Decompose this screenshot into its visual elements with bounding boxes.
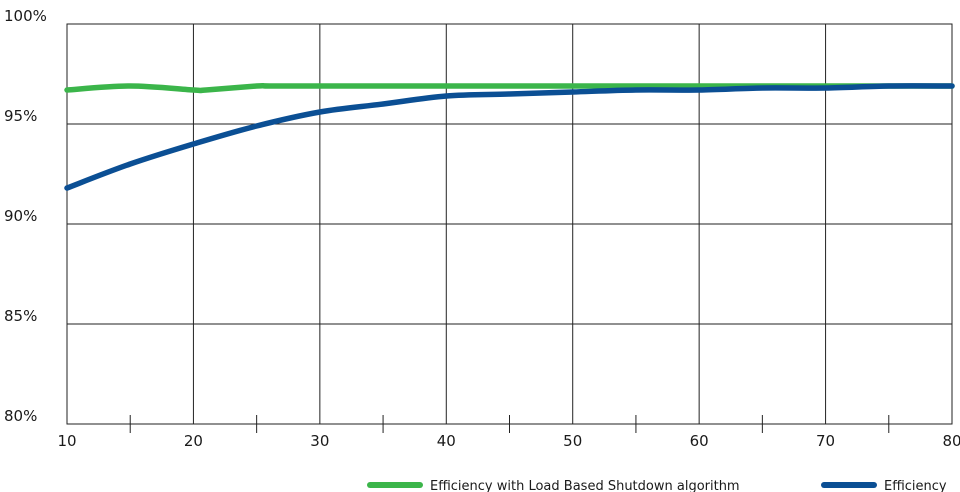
y-tick-label: 80% <box>4 407 37 425</box>
y-tick-label: 95% <box>4 107 37 125</box>
legend-label: Efficiency <box>884 479 947 492</box>
x-tick-label: 40 <box>437 432 456 450</box>
y-tick-label: 90% <box>4 207 37 225</box>
axes: 80% 85% 90% 95% 100% 10 20 30 40 50 60 70 80 <box>4 7 960 450</box>
x-tick-label: 70 <box>816 432 835 450</box>
y-tick-label: 85% <box>4 307 37 325</box>
x-tick-label: 80 <box>942 432 960 450</box>
x-tick-label: 60 <box>690 432 709 450</box>
x-tick-label: 50 <box>563 432 582 450</box>
y-tick-label: 100% <box>4 7 47 25</box>
series-line-efficiency <box>64 83 955 191</box>
x-tick-label: 20 <box>184 432 203 450</box>
x-tick-label: 10 <box>57 432 76 450</box>
legend: Efficiency with Load Based Shutdown algo… <box>367 479 947 492</box>
x-tick-label: 30 <box>310 432 329 450</box>
series-lines <box>64 82 955 191</box>
legend-label: Efficiency with Load Based Shutdown algo… <box>430 479 740 492</box>
